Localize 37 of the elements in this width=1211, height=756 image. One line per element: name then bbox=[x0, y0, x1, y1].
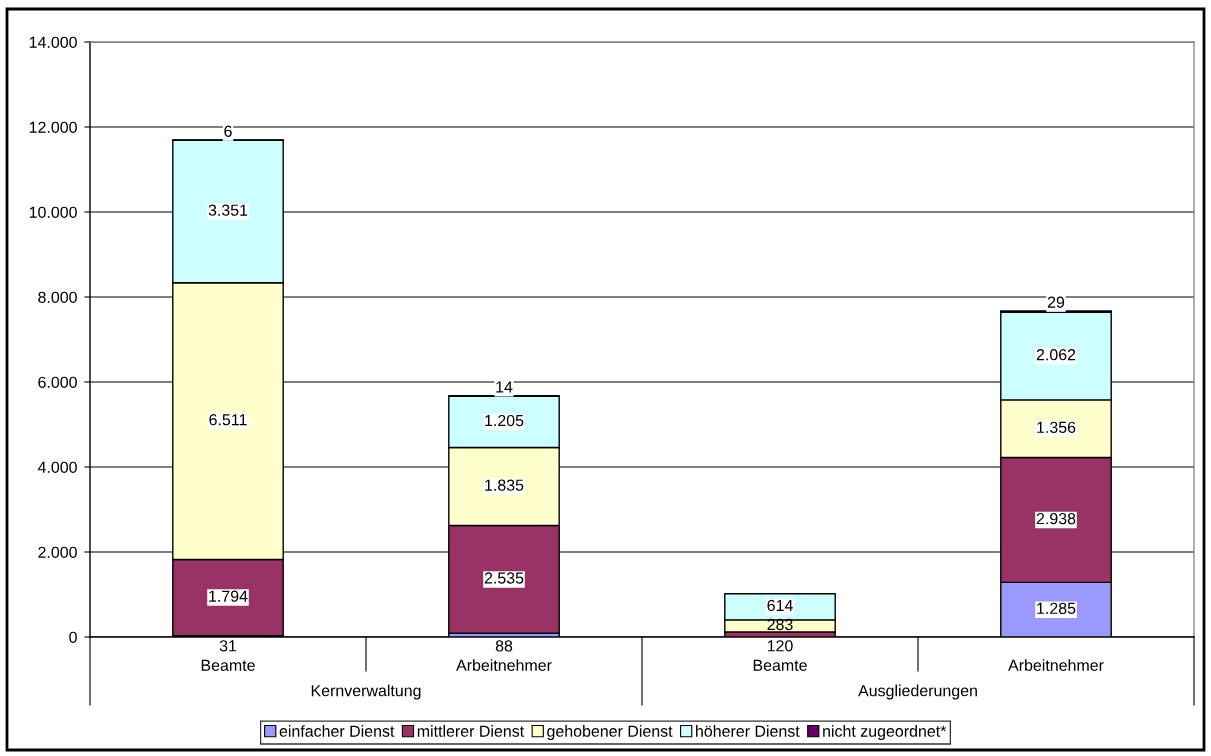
data-label: 1.205 bbox=[485, 414, 524, 427]
data-label: 1.356 bbox=[1037, 421, 1076, 433]
legend-label: einfacher Dienst bbox=[279, 725, 395, 737]
x-tick-label: Beamte bbox=[753, 659, 807, 671]
data-label: 2.938 bbox=[1036, 512, 1076, 525]
x-tick-label: Beamte bbox=[201, 659, 255, 671]
legend-label: nicht zugeordnet* bbox=[823, 725, 947, 741]
data-label: 3.351 bbox=[208, 204, 248, 216]
data-label: 29 bbox=[1047, 296, 1065, 308]
legend-label: höherer Dienst bbox=[696, 725, 800, 737]
y-tick-label: 2.000 bbox=[38, 546, 77, 558]
data-label: 120 bbox=[767, 640, 793, 652]
y-tick-label: 0 bbox=[69, 631, 77, 643]
legend-label: mittlerer Dienst bbox=[417, 725, 525, 737]
data-label: 614 bbox=[767, 599, 793, 612]
data-label: 88 bbox=[495, 640, 513, 652]
text: Ausgliederungen bbox=[858, 684, 977, 700]
data-label: 14 bbox=[496, 381, 513, 393]
text: Kernverwaltung bbox=[311, 684, 421, 700]
data-label: 283 bbox=[767, 618, 793, 631]
y-tick-label: 12.000 bbox=[29, 121, 77, 133]
data-label: 31 bbox=[219, 640, 237, 652]
data-label: 6 bbox=[224, 125, 232, 137]
data-label: 2.062 bbox=[1036, 349, 1076, 361]
x-tick-label: Arbeitnehmer bbox=[1008, 659, 1104, 671]
y-tick-label: 10.000 bbox=[29, 206, 77, 218]
data-label: 1.794 bbox=[209, 590, 248, 602]
y-tick-label: 6.000 bbox=[38, 376, 77, 388]
y-tick-label: 4.000 bbox=[37, 461, 77, 473]
data-label: 6.511 bbox=[209, 414, 247, 426]
legend-label: gehobener Dienst bbox=[547, 725, 673, 741]
data-label: 1.285 bbox=[1037, 602, 1076, 614]
y-tick-label: 8.000 bbox=[38, 291, 77, 303]
x-tick-label: Arbeitnehmer bbox=[456, 659, 552, 671]
data-label: 2.535 bbox=[484, 572, 524, 584]
y-tick-label: 14.000 bbox=[29, 36, 77, 48]
data-label: 1.835 bbox=[485, 479, 524, 491]
